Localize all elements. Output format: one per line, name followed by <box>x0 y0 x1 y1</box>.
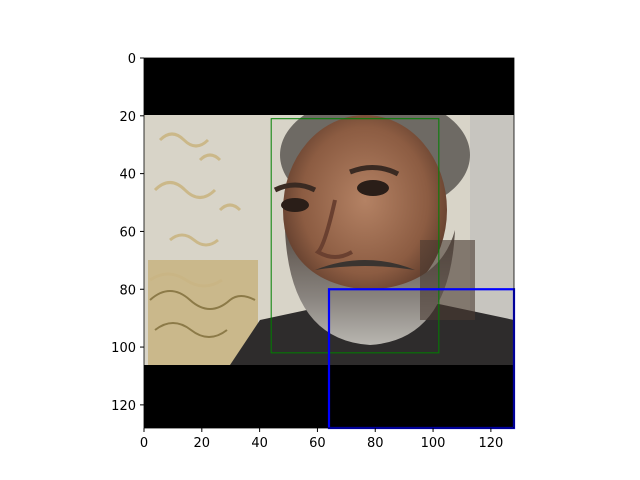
y-tick-label: 60 <box>119 225 136 240</box>
y-axis: 0 20 40 60 80 100 120 <box>111 52 144 414</box>
y-tick-label: 0 <box>128 52 136 67</box>
image-axes: 0 20 40 60 80 100 120 0 20 40 60 80 100 120 <box>111 52 516 451</box>
x-tick-label: 60 <box>309 436 326 451</box>
x-tick-label: 100 <box>421 436 446 451</box>
x-tick-label: 40 <box>251 436 268 451</box>
x-tick-label: 120 <box>478 436 503 451</box>
face-photo <box>144 115 514 365</box>
x-tick-label: 80 <box>367 436 384 451</box>
y-tick-label: 100 <box>111 341 136 356</box>
x-tick-label: 0 <box>140 436 148 451</box>
y-tick-label: 40 <box>119 168 136 183</box>
y-tick-label: 80 <box>119 283 136 298</box>
x-tick-label: 20 <box>194 436 211 451</box>
x-axis: 0 20 40 60 80 100 120 <box>140 428 503 451</box>
bounding-box-1 <box>270 118 440 354</box>
y-tick-label: 120 <box>111 399 136 414</box>
y-tick-label: 20 <box>119 110 136 125</box>
axes-frame <box>143 57 515 429</box>
